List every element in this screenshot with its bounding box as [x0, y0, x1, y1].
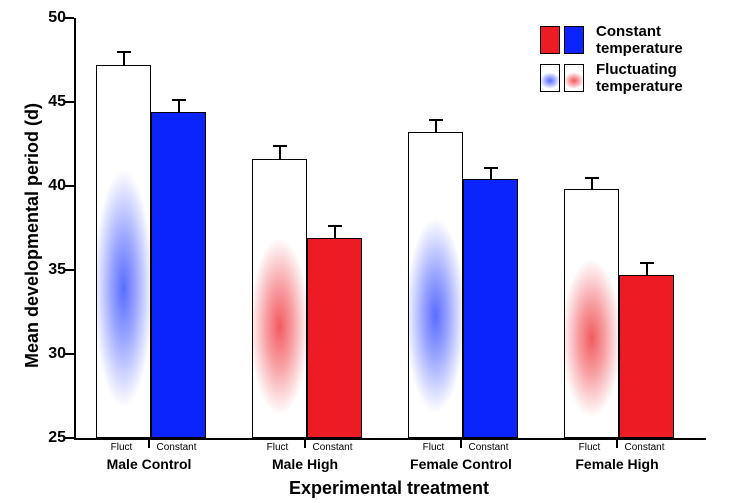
bar-sublabel: Fluct — [250, 442, 305, 453]
y-tick-mark — [64, 437, 74, 439]
error-cap — [640, 262, 654, 264]
y-tick-mark — [64, 269, 74, 271]
error-cap — [273, 145, 287, 147]
bar-sublabel: Constant — [461, 442, 516, 453]
y-tick-mark — [64, 353, 74, 355]
error-cap — [172, 99, 186, 101]
legend-swatch — [540, 64, 560, 92]
bar-chart: Mean developmental period (d) Experiment… — [0, 0, 736, 503]
bar-sublabel: Fluct — [562, 442, 617, 453]
bar-sublabel: Constant — [149, 442, 204, 453]
bar-constant — [463, 179, 518, 438]
error-cap — [117, 51, 131, 53]
error-bar — [334, 226, 336, 238]
bar-constant — [307, 238, 362, 438]
legend-label: Fluctuatingtemperature — [596, 61, 683, 96]
y-tick-label: 25 — [30, 429, 66, 447]
y-tick-mark — [64, 185, 74, 187]
legend-item: Fluctuatingtemperature — [540, 64, 683, 92]
error-bar — [435, 120, 437, 132]
group-label: Male Control — [76, 456, 222, 472]
error-bar — [178, 100, 180, 112]
legend-swatch — [540, 26, 560, 54]
error-cap — [429, 119, 443, 121]
bar-constant — [151, 112, 206, 438]
bar-sublabel: Fluct — [406, 442, 461, 453]
y-tick-mark — [64, 101, 74, 103]
error-bar — [279, 146, 281, 159]
x-tick-mark — [148, 438, 150, 448]
legend-swatch — [564, 64, 584, 92]
bar-fluct — [408, 132, 463, 438]
bar-fluct — [252, 159, 307, 438]
error-cap — [484, 167, 498, 169]
x-axis-title: Experimental treatment — [74, 478, 704, 499]
bar-sublabel: Fluct — [94, 442, 149, 453]
group-label: Female Control — [388, 456, 534, 472]
bar-sublabel: Constant — [305, 442, 360, 453]
legend-item: Constanttemperature — [540, 26, 683, 54]
error-bar — [591, 178, 593, 190]
error-bar — [123, 52, 125, 65]
error-cap — [328, 225, 342, 227]
y-tick-mark — [64, 17, 74, 19]
bar-fluct — [564, 189, 619, 438]
error-cap — [585, 177, 599, 179]
bar-sublabel: Constant — [617, 442, 672, 453]
legend: ConstanttemperatureFluctuatingtemperatur… — [540, 26, 683, 102]
legend-label: Constanttemperature — [596, 23, 683, 58]
bar-fluct — [96, 65, 151, 438]
error-bar — [646, 263, 648, 275]
y-axis-title: Mean developmental period (d) — [22, 103, 43, 368]
y-tick-label: 45 — [30, 93, 66, 111]
x-tick-mark — [460, 438, 462, 448]
y-tick-label: 30 — [30, 345, 66, 363]
legend-swatch — [564, 26, 584, 54]
bar-constant — [619, 275, 674, 438]
y-tick-label: 40 — [30, 177, 66, 195]
x-tick-mark — [304, 438, 306, 448]
x-tick-mark — [616, 438, 618, 448]
group-label: Female High — [544, 456, 690, 472]
group-label: Male High — [232, 456, 378, 472]
y-tick-label: 35 — [30, 261, 66, 279]
error-bar — [490, 168, 492, 180]
y-tick-label: 50 — [30, 9, 66, 27]
